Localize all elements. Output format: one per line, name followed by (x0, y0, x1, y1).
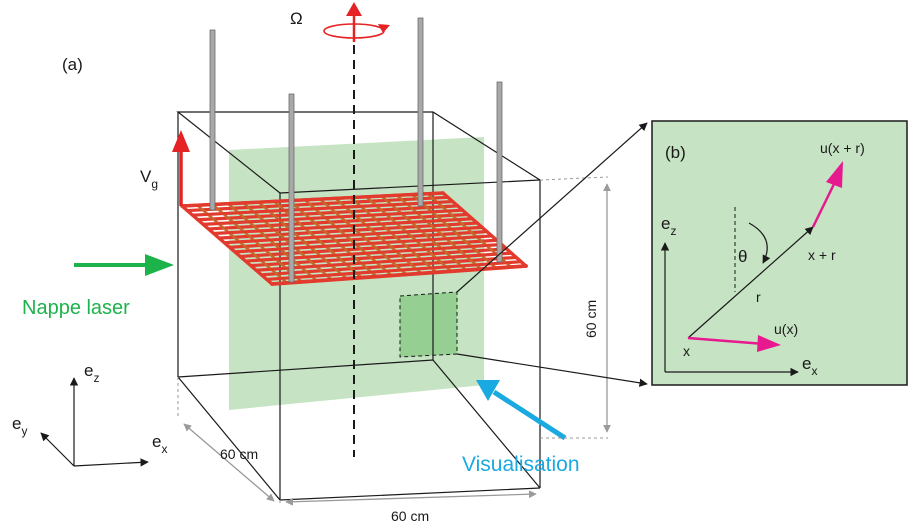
omega-label: Ω (290, 9, 303, 28)
vg-arrow (172, 130, 190, 206)
panel-b-label: (b) (665, 143, 686, 162)
panel-b-ez-label: ez (661, 214, 676, 238)
reference-axes (40, 377, 149, 467)
oscillating-grid (180, 191, 528, 286)
zoom-line-top (456, 122, 648, 293)
width-dimension (285, 490, 537, 506)
axis-ez-label: ez (84, 361, 99, 385)
axis-ey-label: ey (12, 414, 27, 438)
visualisation-arrow (476, 380, 567, 441)
separation-vector-r (687, 226, 814, 339)
theta-arc (748, 222, 771, 264)
depth-dimension-label: 60 cm (220, 446, 258, 462)
zoom-panel (651, 120, 908, 386)
velocity-u-x (687, 335, 781, 352)
rotation-arrow (323, 2, 390, 42)
panel-b-ex-label: ex (802, 354, 817, 378)
x-plus-r-label: x + r (808, 247, 836, 263)
zoom-line-bottom (456, 353, 648, 387)
width-dimension-label: 60 cm (391, 508, 429, 524)
velocity-u-x-plus-r (811, 161, 843, 228)
visualisation-window (399, 291, 458, 358)
laser-label: Nappe laser (22, 297, 130, 319)
vg-label: Vg (140, 167, 158, 191)
visualisation-label: Visualisation (462, 453, 580, 476)
laser-arrow (74, 254, 174, 276)
panel-a-label: (a) (62, 55, 83, 74)
axis-ex-label: ex (152, 432, 167, 456)
theta-label: θ (738, 247, 747, 266)
u-x-plus-r-label: u(x + r) (820, 140, 865, 156)
r-label: r (756, 289, 761, 305)
height-dimension-label: 60 cm (583, 300, 599, 338)
u-x-label: u(x) (774, 321, 798, 337)
x-label: x (683, 343, 690, 359)
support-rods (209, 17, 503, 283)
depth-dimension (183, 423, 275, 502)
